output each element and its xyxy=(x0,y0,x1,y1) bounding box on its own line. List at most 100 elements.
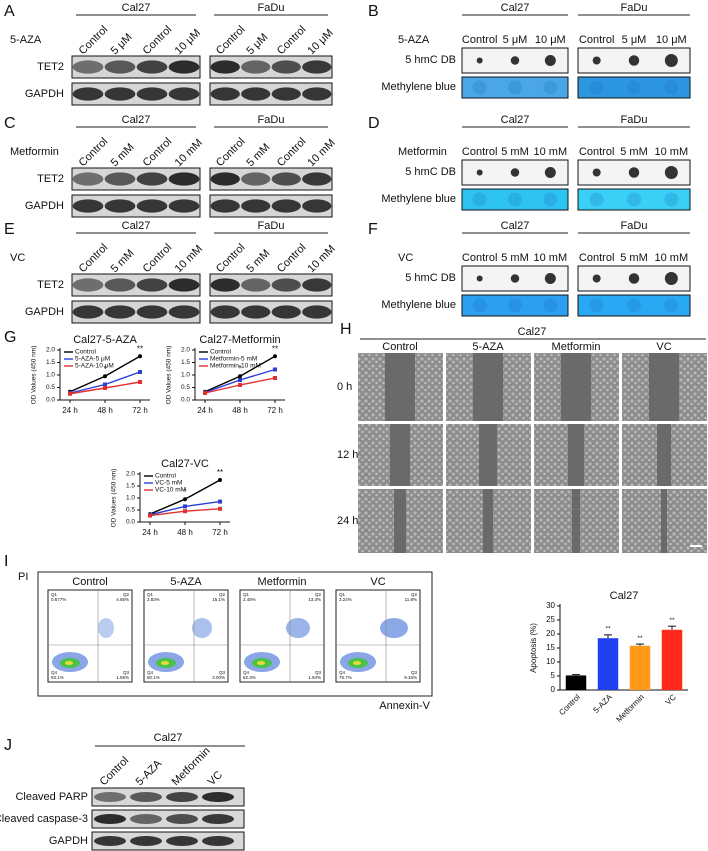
quadrant-value: 2.00% xyxy=(212,675,225,680)
stain-dot xyxy=(508,80,522,95)
lane-label: Control xyxy=(141,242,175,276)
axis-label: PI xyxy=(18,571,28,583)
plot-title: 5-AZA xyxy=(170,576,202,588)
band xyxy=(94,792,126,802)
band xyxy=(241,305,271,319)
lane-label: 5 mM xyxy=(109,141,137,169)
stain-dot xyxy=(472,80,487,95)
band xyxy=(210,199,240,213)
dot xyxy=(592,274,601,283)
lane-label: Control xyxy=(214,242,248,276)
row-label: 5 hmC DB xyxy=(405,54,456,66)
column-label: VC xyxy=(656,341,671,353)
quadrant-name: Q2 xyxy=(219,592,226,597)
significance: ** xyxy=(137,344,143,353)
band xyxy=(168,60,200,74)
band xyxy=(136,60,168,74)
scratch-gap xyxy=(390,424,410,486)
band xyxy=(202,814,234,824)
x-tick-label: 48 h xyxy=(97,406,113,415)
lane-label: 5 μM xyxy=(622,34,647,46)
band xyxy=(130,814,162,824)
panel-label: B xyxy=(368,3,379,20)
lane-label: Control xyxy=(462,146,497,158)
quadrant-value: 1.94% xyxy=(308,675,321,680)
band xyxy=(241,278,271,292)
y-axis-label: OD Values (450 nm) xyxy=(31,346,38,405)
band xyxy=(94,836,126,846)
x-tick-label: 72 h xyxy=(132,406,148,415)
band xyxy=(210,305,240,319)
y-axis-label: Apoptosis (%) xyxy=(529,623,538,673)
lane-label: Control xyxy=(579,34,614,46)
quadrant-name: Q1 xyxy=(51,592,58,597)
quadrant-value: 75.7% xyxy=(339,675,352,680)
scratch-gap xyxy=(479,424,497,486)
band xyxy=(136,172,168,186)
lane-label: 5 mM xyxy=(620,146,648,158)
y-tick-label: 0.5 xyxy=(181,384,190,391)
band xyxy=(271,199,301,213)
band xyxy=(210,87,240,101)
scratch-gap xyxy=(483,489,493,553)
quadrant-value: 11.8% xyxy=(405,597,417,602)
band xyxy=(72,199,104,213)
row-label: GAPDH xyxy=(49,835,88,847)
group-label: Cal27 xyxy=(122,114,151,126)
panel-label: H xyxy=(340,321,352,338)
lane-label: 10 mM xyxy=(305,137,337,169)
lane-label: Control xyxy=(77,242,111,276)
band xyxy=(94,814,126,824)
lane-label: 10 mM xyxy=(173,243,205,275)
y-tick-label: 1.0 xyxy=(126,495,135,502)
blot xyxy=(209,167,333,191)
panel-label: F xyxy=(368,221,378,238)
chart-title: Cal27-Metformin xyxy=(199,334,280,346)
band xyxy=(104,278,136,292)
legend-label: 5-AZA-5 μM xyxy=(75,356,110,363)
legend-label: Control xyxy=(210,349,232,356)
stain-dot xyxy=(627,80,641,95)
significance: ** xyxy=(669,617,675,624)
data-point xyxy=(273,354,277,359)
y-tick-label: 1.0 xyxy=(46,372,55,379)
methylene-strip xyxy=(461,76,569,99)
data-point xyxy=(218,478,222,482)
lane-label: Control xyxy=(462,34,497,46)
lane-label: Control xyxy=(214,24,248,58)
quadrant-value: 0.677% xyxy=(51,597,66,602)
data-point xyxy=(148,513,152,518)
lane-label: 5 mM xyxy=(620,252,648,264)
band xyxy=(104,60,136,74)
group-label: FaDu xyxy=(621,114,648,126)
stain-dot xyxy=(664,80,679,95)
group-label: FaDu xyxy=(258,220,285,232)
group-label: FaDu xyxy=(258,114,285,126)
row-label: 24 h xyxy=(337,515,358,527)
quadrant-value: 4.65% xyxy=(116,597,129,602)
panel-label: A xyxy=(4,3,15,20)
data-point xyxy=(203,391,207,395)
column-label: 5-AZA xyxy=(472,341,504,353)
x-tick-label: VC xyxy=(664,692,678,706)
band xyxy=(104,172,136,186)
x-tick-label: 24 h xyxy=(142,528,158,537)
data-point xyxy=(238,374,242,379)
quadrant-name: Q1 xyxy=(147,592,154,597)
cloud-hot xyxy=(161,661,169,665)
y-tick-label: 15 xyxy=(546,643,555,652)
methylene-strip xyxy=(461,294,569,317)
y-tick-label: 0.0 xyxy=(126,519,135,526)
band xyxy=(210,60,240,74)
blot xyxy=(71,55,201,79)
group-label: Cal27 xyxy=(501,2,530,14)
lane-label: 5 μM xyxy=(244,31,270,57)
data-point xyxy=(218,506,222,511)
cloud-upper xyxy=(380,618,408,638)
y-tick-label: 2.0 xyxy=(181,347,190,354)
data-point xyxy=(183,509,187,514)
band xyxy=(166,814,198,824)
column-label: Control xyxy=(382,341,417,353)
group-label: FaDu xyxy=(258,2,285,14)
band xyxy=(72,87,104,101)
